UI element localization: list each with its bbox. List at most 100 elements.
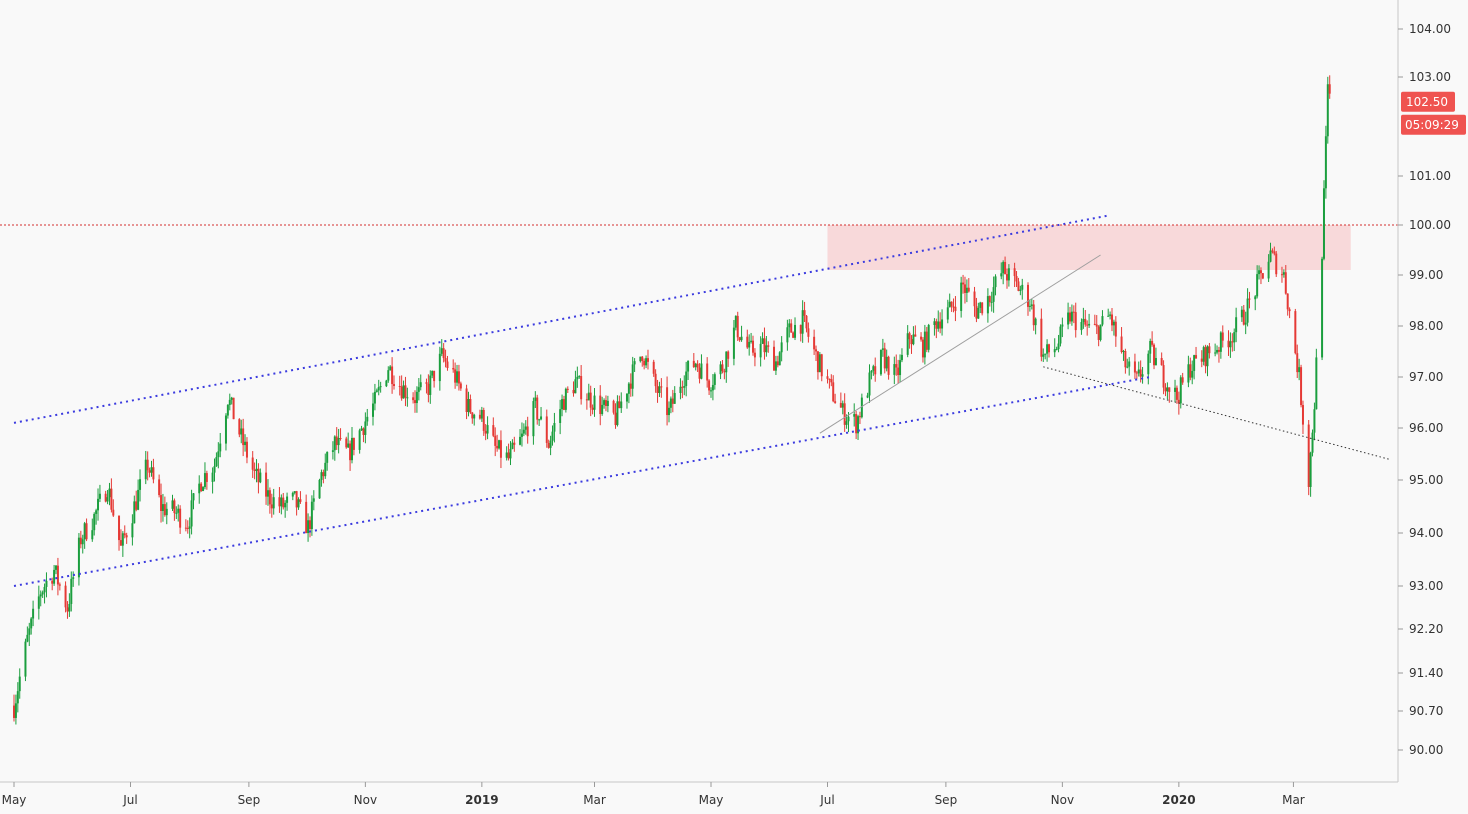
candle-body-315 xyxy=(855,414,858,434)
candle-body-423 xyxy=(1141,374,1144,377)
candle-body-254 xyxy=(692,360,695,368)
candle-body-442 xyxy=(1193,355,1196,371)
candle-body-328 xyxy=(887,356,890,375)
candle-body-230 xyxy=(627,383,630,394)
candle-body-277 xyxy=(752,340,755,353)
candle-body-70 xyxy=(200,483,203,492)
candle-body-108 xyxy=(299,499,302,502)
candle-body-28 xyxy=(85,523,88,540)
candle-body-285 xyxy=(774,361,777,371)
candle-body-21 xyxy=(68,603,71,612)
candle-body-372 xyxy=(1005,274,1008,281)
candle-body-59 xyxy=(171,500,174,509)
candle-body-284 xyxy=(773,346,776,371)
candle-body-106 xyxy=(295,491,298,508)
candle-body-392 xyxy=(1059,326,1062,344)
price-axis[interactable]: 104.00 103.00 101.00 100.00 99.00 98.00 97.00 9… xyxy=(1398,22,1451,757)
candle-body-52 xyxy=(150,467,153,473)
candle-body-400 xyxy=(1082,318,1085,323)
candle-body-430 xyxy=(1162,365,1165,388)
candle-body-33 xyxy=(98,493,101,499)
candle-body-374 xyxy=(1013,268,1016,277)
candle-body-142 xyxy=(391,366,394,385)
candle-body-314 xyxy=(853,414,856,417)
candle-body-242 xyxy=(658,386,661,393)
candle-body-148 xyxy=(406,397,409,399)
y-tick-label-8: 95.00 xyxy=(1409,473,1443,487)
candle-body-57 xyxy=(163,504,166,516)
candle-body-97 xyxy=(270,504,273,509)
candle-body-72 xyxy=(203,473,206,488)
candle-body-386 xyxy=(1044,353,1047,355)
candle-body-66 xyxy=(188,526,191,529)
candle-body-135 xyxy=(373,391,376,404)
candle-body-88 xyxy=(245,441,248,458)
candle-body-208 xyxy=(566,388,569,390)
candle-body-456 xyxy=(1231,341,1234,343)
candle-body-427 xyxy=(1153,344,1156,366)
candle-body-49 xyxy=(144,459,147,480)
candle-body-206 xyxy=(562,399,565,410)
candle-body-300 xyxy=(815,349,818,352)
candle-body-353 xyxy=(954,306,957,311)
candle-body-132 xyxy=(364,421,367,435)
candle-body-388 xyxy=(1047,344,1050,353)
candle-body-136 xyxy=(375,390,378,392)
candle-body-54 xyxy=(158,479,161,496)
candle-body-26 xyxy=(81,539,84,545)
candle-body-94 xyxy=(265,472,268,497)
candle-body-364 xyxy=(986,296,989,314)
candle-body-293 xyxy=(794,324,797,338)
candle-body-483 xyxy=(1301,405,1304,425)
candle-body-309 xyxy=(839,402,842,408)
candle-body-243 xyxy=(660,386,663,388)
candles xyxy=(13,75,1331,725)
candle-body-460 xyxy=(1242,309,1245,325)
candle-body-436 xyxy=(1177,399,1180,404)
y-tick-label-6: 97.00 xyxy=(1409,370,1443,384)
candle-body-154 xyxy=(425,382,428,384)
candle-body-103 xyxy=(286,496,289,503)
countdown-badge xyxy=(1401,114,1466,135)
candle-body-313 xyxy=(847,416,850,422)
candle-body-453 xyxy=(1221,332,1224,341)
candle-body-231 xyxy=(629,383,632,389)
candle-body-222 xyxy=(604,400,607,406)
candle-body-346 xyxy=(937,321,940,329)
candle-body-470 xyxy=(1269,250,1272,262)
candle-body-367 xyxy=(992,287,995,302)
y-tick-label-0: 104.00 xyxy=(1409,22,1451,36)
candle-body-187 xyxy=(511,442,514,449)
candle-body-30 xyxy=(93,513,96,531)
candle-body-3 xyxy=(18,676,21,692)
candle-body-40 xyxy=(119,540,122,546)
time-axis[interactable]: May Jul Sep Nov 2019 Mar May Jul Sep Nov 2020 Mar xyxy=(2,782,1305,807)
candle-body-454 xyxy=(1227,340,1230,348)
candle-body-488 xyxy=(1315,357,1318,410)
candle-body-101 xyxy=(282,497,285,508)
candle-body-58 xyxy=(165,508,168,516)
candle-body-351 xyxy=(950,301,953,307)
candle-body-203 xyxy=(553,422,556,432)
candle-body-356 xyxy=(963,284,966,293)
candle-body-170 xyxy=(467,399,470,412)
candle-body-82 xyxy=(230,397,233,400)
candle-body-105 xyxy=(293,491,296,493)
candle-body-130 xyxy=(360,428,363,431)
candle-body-305 xyxy=(828,378,831,380)
candle-body-421 xyxy=(1137,369,1140,374)
candle-body-401 xyxy=(1084,318,1087,325)
candle-body-389 xyxy=(1053,349,1056,353)
candle-body-258 xyxy=(700,363,703,379)
candle-body-213 xyxy=(580,376,583,400)
x-tick-label-5: Mar xyxy=(583,793,606,807)
candle-body-307 xyxy=(832,382,835,402)
candle-body-357 xyxy=(965,287,968,293)
candle-body-298 xyxy=(807,328,810,337)
candle-body-93 xyxy=(259,472,262,483)
candle-body-182 xyxy=(498,440,501,449)
candle-body-371 xyxy=(1004,262,1007,275)
candle-body-119 xyxy=(331,450,334,452)
candle-body-330 xyxy=(895,364,898,368)
candle-body-2 xyxy=(16,691,19,704)
